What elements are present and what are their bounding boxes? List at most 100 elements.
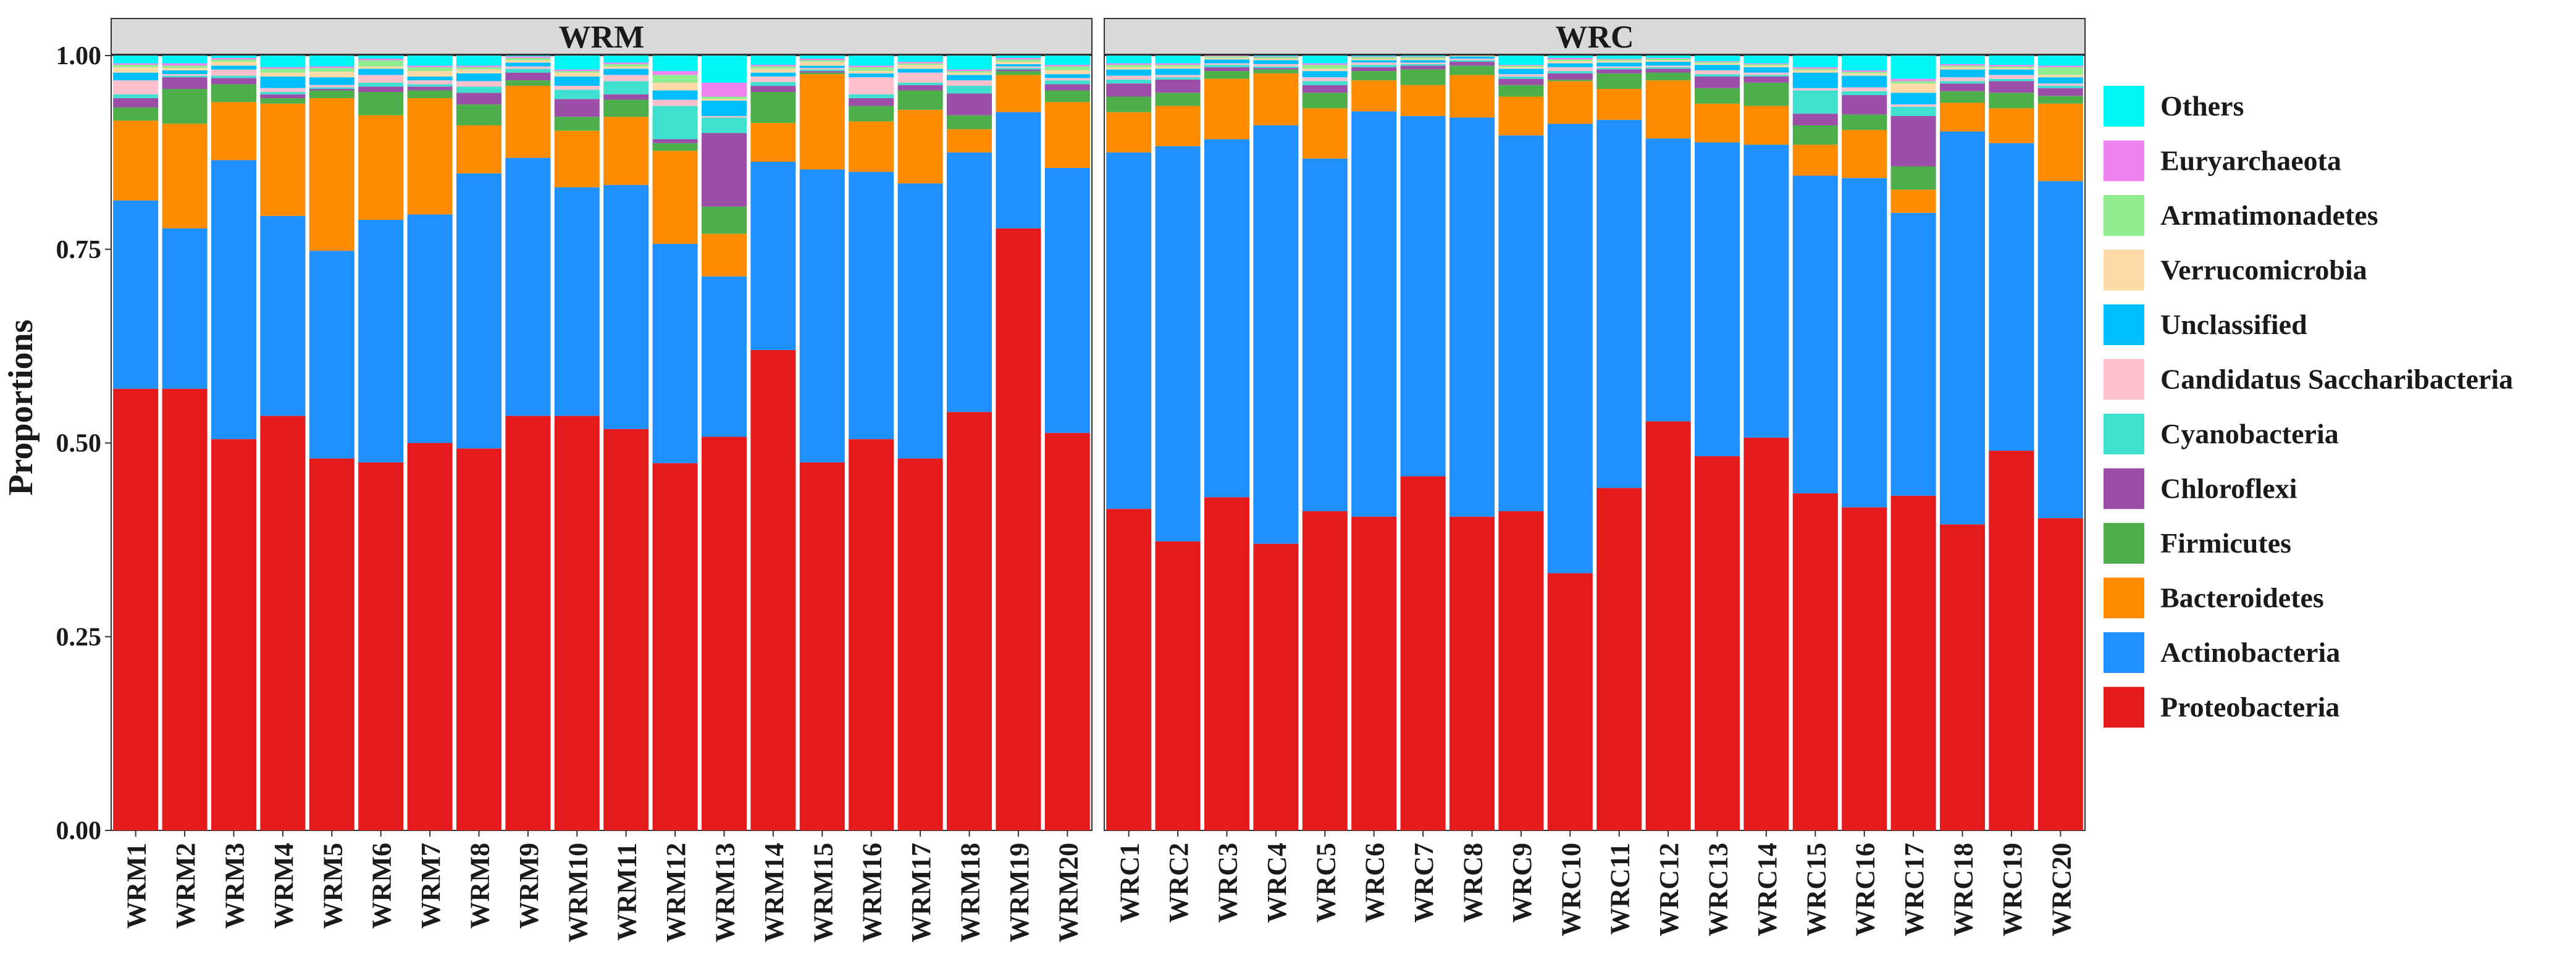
- bar-segment-chloroflexi: [652, 139, 698, 143]
- bar-segment-verrucomicrobia: [1842, 73, 1887, 76]
- x-tick-label: WRC9: [1507, 843, 1537, 923]
- bar-segment-cyanobacteria: [1106, 79, 1152, 84]
- bar-wrc17: [1890, 56, 1936, 830]
- bar-segment-others: [849, 56, 894, 66]
- bar-wrc8: [1449, 56, 1495, 830]
- x-tick-label: WRC6: [1360, 843, 1390, 923]
- bar-segment-firmicutes: [1645, 72, 1691, 81]
- bar-segment-actinobacteria: [1106, 152, 1152, 509]
- bar-segment-proteobacteria: [1743, 437, 1789, 830]
- bar-segment-armatimonadetes: [946, 71, 992, 73]
- bar-wrm4: [260, 56, 306, 830]
- bar-segment-cyanobacteria: [1596, 68, 1642, 70]
- bar-wrc20: [2037, 56, 2083, 830]
- bar-segment-chloroflexi: [358, 86, 404, 92]
- bar-segment-cyanobacteria: [799, 69, 845, 72]
- bar-segment-bacteroidetes: [701, 233, 747, 277]
- bar-segment-chloroflexi: [799, 71, 845, 73]
- bar-segment-armatimonadetes: [358, 60, 404, 67]
- bar-segment-bacteroidetes: [1792, 144, 1838, 176]
- bar-wrc12: [1645, 56, 1691, 830]
- bar-segment-cyanobacteria: [1890, 106, 1936, 116]
- bar-segment-cyanobacteria: [1155, 77, 1201, 80]
- bar-segment-proteobacteria: [1302, 511, 1348, 830]
- bar-segment-euryarchaeota: [1106, 63, 1152, 65]
- bar-segment-bacteroidetes: [1939, 102, 1986, 132]
- bar-segment-unclassified: [1351, 60, 1397, 63]
- legend-item-firmicutes: Firmicutes: [2104, 523, 2291, 564]
- x-tick-label: WRC15: [1801, 843, 1831, 937]
- bar-segment-armatimonadetes: [113, 65, 159, 67]
- bar-segment-firmicutes: [456, 104, 502, 125]
- bar-segment-bacteroidetes: [1547, 81, 1593, 124]
- legend-item-others: Others: [2104, 86, 2244, 127]
- x-tick-label: WRM7: [416, 843, 446, 929]
- legend-label: Actinobacteria: [2160, 637, 2340, 668]
- bar-segment-candidatus-saccharibacteria: [309, 85, 355, 88]
- x-tick-label: WRC5: [1311, 843, 1341, 923]
- bar-segment-candidatus-saccharibacteria: [1547, 67, 1593, 72]
- x-tick-label: WRC17: [1899, 843, 1929, 937]
- bar-segment-proteobacteria: [1547, 573, 1593, 830]
- bar-segment-euryarchaeota: [505, 56, 551, 58]
- bar-segment-verrucomicrobia: [260, 72, 306, 77]
- legend-item-bacteroidetes: Bacteroidetes: [2104, 577, 2324, 619]
- legend-swatch: [2104, 86, 2144, 127]
- bar-segment-cyanobacteria: [849, 94, 894, 99]
- legend-swatch: [2104, 687, 2144, 728]
- bar-segment-actinobacteria: [358, 220, 404, 462]
- bar-segment-proteobacteria: [603, 428, 649, 830]
- bar-segment-firmicutes: [996, 71, 1041, 75]
- panel-frame: [111, 55, 1093, 831]
- bar-segment-others: [799, 56, 845, 59]
- bar-segment-proteobacteria: [701, 437, 747, 830]
- bar-segment-verrucomicrobia: [1044, 70, 1090, 75]
- legend-label: Euryarchaeota: [2160, 145, 2341, 177]
- legend-label: Armatimonadetes: [2160, 199, 2378, 231]
- bar-segment-euryarchaeota: [1890, 78, 1936, 81]
- x-tick-label: WRM12: [661, 843, 691, 942]
- bar-wrc7: [1400, 56, 1446, 830]
- bar-segment-bacteroidetes: [1743, 106, 1789, 145]
- bar-segment-actinobacteria: [260, 215, 306, 416]
- bar-segment-candidatus-saccharibacteria: [1253, 64, 1299, 67]
- bar-segment-candidatus-saccharibacteria: [554, 85, 600, 90]
- bar-segment-chloroflexi: [1547, 73, 1593, 80]
- x-tick-label: WRM20: [1053, 843, 1083, 942]
- bar-segment-unclassified: [1890, 93, 1936, 105]
- bar-segment-unclassified: [1547, 63, 1593, 67]
- bar-wrc3: [1204, 56, 1250, 830]
- x-tick-label: WRC19: [1997, 843, 2028, 937]
- legend-item-actinobacteria: Actinobacteria: [2104, 632, 2340, 673]
- legend-item-proteobacteria: Proteobacteria: [2104, 687, 2339, 728]
- bar-segment-verrucomicrobia: [1106, 67, 1152, 70]
- bar-segment-firmicutes: [1302, 93, 1348, 109]
- bar-segment-verrucomicrobia: [2037, 75, 2083, 78]
- bar-segment-candidatus-saccharibacteria: [1645, 65, 1691, 67]
- x-tick-label: WRC10: [1556, 843, 1586, 937]
- bar-segment-cyanobacteria: [1547, 71, 1593, 73]
- bar-segment-actinobacteria: [652, 243, 698, 464]
- bar-segment-chloroflexi: [260, 94, 306, 99]
- bar-segment-firmicutes: [1204, 71, 1250, 79]
- bar-segment-others: [1743, 56, 1789, 64]
- bar-wrc1: [1106, 56, 1152, 830]
- bar-segment-candidatus-saccharibacteria: [1842, 87, 1887, 91]
- bar-segment-cyanobacteria: [1645, 67, 1691, 69]
- bar-segment-bacteroidetes: [1498, 96, 1544, 136]
- bar-segment-candidatus-saccharibacteria: [1498, 74, 1544, 77]
- bar-segment-candidatus-saccharibacteria: [162, 74, 208, 76]
- bar-segment-armatimonadetes: [1743, 64, 1789, 66]
- bar-segment-candidatus-saccharibacteria: [1939, 77, 1986, 81]
- bar-segment-others: [1645, 56, 1691, 58]
- bar-segment-unclassified: [554, 76, 600, 86]
- bar-segment-unclassified: [849, 73, 894, 78]
- bar-segment-actinobacteria: [2037, 181, 2083, 519]
- bar-segment-cyanobacteria: [162, 75, 208, 78]
- bar-segment-bacteroidetes: [1645, 80, 1691, 139]
- bar-segment-actinobacteria: [1694, 142, 1740, 456]
- bar-segment-firmicutes: [211, 84, 257, 102]
- bar-segment-bacteroidetes: [1253, 73, 1299, 125]
- bar-segment-actinobacteria: [505, 157, 551, 416]
- bar-segment-cyanobacteria: [1204, 65, 1250, 67]
